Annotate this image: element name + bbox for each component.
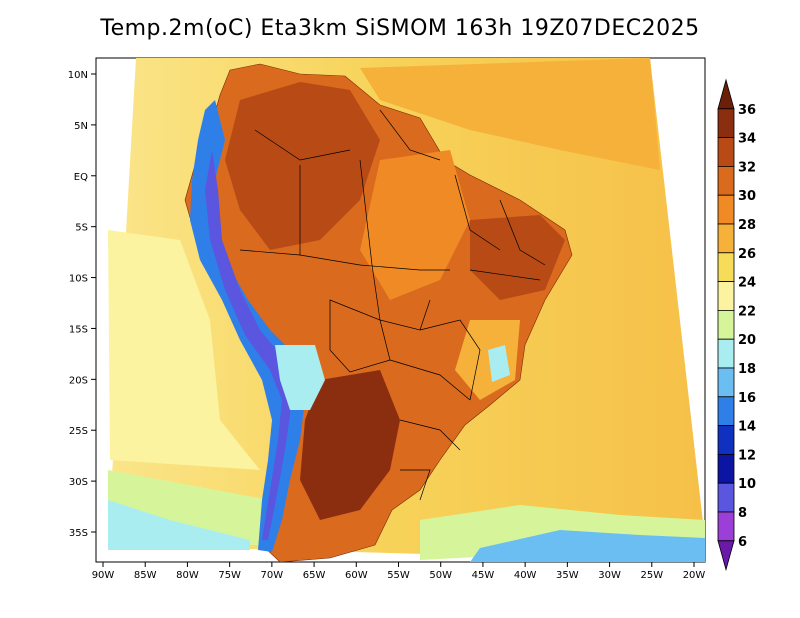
y-tick-label: 30S	[69, 477, 88, 488]
pacific-cool	[108, 230, 260, 470]
x-tick-label: 20W	[683, 570, 706, 581]
x-tick-label: 30W	[598, 570, 621, 581]
colorbar-swatch	[717, 425, 735, 455]
andes-coldest	[205, 150, 292, 540]
southeast-cool	[488, 345, 510, 382]
colorbar-label: 16	[738, 391, 756, 406]
x-tick-label: 90W	[92, 570, 115, 581]
y-tick-label: EQ	[74, 172, 88, 183]
x-tick-label: 65W	[303, 570, 326, 581]
colorbar-swatch	[717, 367, 735, 398]
x-tick-label: 35W	[556, 570, 579, 581]
y-tick-label: 35S	[69, 528, 88, 539]
colorbar-top-arrow	[717, 78, 735, 110]
amazon-hot	[225, 82, 380, 250]
chaco-hot	[300, 370, 400, 520]
central-warm	[360, 150, 470, 300]
y-tick-label: 20S	[69, 375, 88, 386]
colorbar-swatch	[717, 165, 735, 196]
x-tick-label: 50W	[429, 570, 452, 581]
colorbar-swatch	[717, 511, 735, 542]
colorbar-swatch	[717, 252, 735, 283]
altiplano-cool	[275, 345, 325, 410]
map-field	[108, 58, 705, 562]
political-borders	[239, 109, 546, 501]
y-tick-label: 5S	[75, 223, 88, 234]
colorbar-swatch	[717, 309, 735, 340]
northeast-hot	[470, 215, 565, 300]
map-title: Temp.2m(oC) Eta3km SiSMOM 163h 19Z07DEC2…	[100, 16, 700, 41]
colorbar-swatch	[717, 137, 735, 167]
x-tick-label: 40W	[514, 570, 537, 581]
colorbar-label: 20	[738, 333, 756, 348]
x-axis-ticks: 90W 85W 80W 75W 70W 65W 60W 55W 50W 45W 40W 35W 30W 2…	[92, 562, 706, 581]
colorbar-bottom-arrow	[717, 540, 735, 572]
southeast-mild	[455, 320, 520, 400]
colorbar-label: 34	[738, 132, 756, 147]
colorbar-swatch	[717, 396, 735, 426]
y-tick-label: 25S	[69, 426, 88, 437]
colorbar-label: 26	[738, 247, 756, 262]
colorbar-swatch	[717, 453, 735, 484]
colorbar-label: 36	[738, 103, 756, 118]
colorbar-label: 24	[738, 276, 756, 291]
southeast-ocean-cooler	[470, 530, 705, 562]
colorbar: 36 34 32 30 28 26 24 22 20 18 16 14 12 10 8 6	[717, 78, 756, 572]
colorbar-swatch	[717, 194, 735, 225]
y-tick-label: 10N	[68, 70, 88, 81]
south-ocean-cool-2	[108, 500, 250, 550]
y-tick-label: 10S	[69, 274, 88, 285]
colorbar-swatch	[717, 482, 735, 513]
north-ocean-warm	[360, 58, 660, 170]
x-tick-label: 75W	[218, 570, 241, 581]
colorbar-label: 22	[738, 304, 756, 319]
x-tick-label: 80W	[176, 570, 199, 581]
y-axis-ticks: 10N 5N EQ 5S 10S 15S 20S 25S 30S 35S	[68, 70, 96, 539]
colorbar-label: 12	[738, 448, 756, 463]
colorbar-label: 6	[738, 535, 747, 550]
x-tick-label: 85W	[134, 570, 157, 581]
colorbar-swatch	[717, 338, 735, 369]
x-tick-label: 70W	[261, 570, 284, 581]
x-tick-label: 25W	[640, 570, 663, 581]
colorbar-swatch	[717, 281, 735, 311]
colorbar-label: 30	[738, 189, 756, 204]
colorbar-label: 8	[738, 506, 747, 521]
colorbar-label: 14	[738, 420, 756, 435]
y-tick-label: 15S	[69, 324, 88, 335]
x-tick-label: 45W	[472, 570, 495, 581]
colorbar-swatch	[717, 223, 735, 254]
x-tick-label: 55W	[387, 570, 410, 581]
x-tick-label: 60W	[345, 570, 368, 581]
colorbar-label: 28	[738, 218, 756, 233]
colorbar-label: 10	[738, 477, 756, 492]
y-tick-label: 5N	[74, 121, 88, 132]
colorbar-label: 32	[738, 160, 756, 175]
colorbar-label: 18	[738, 362, 756, 377]
colorbar-swatch	[717, 108, 735, 139]
